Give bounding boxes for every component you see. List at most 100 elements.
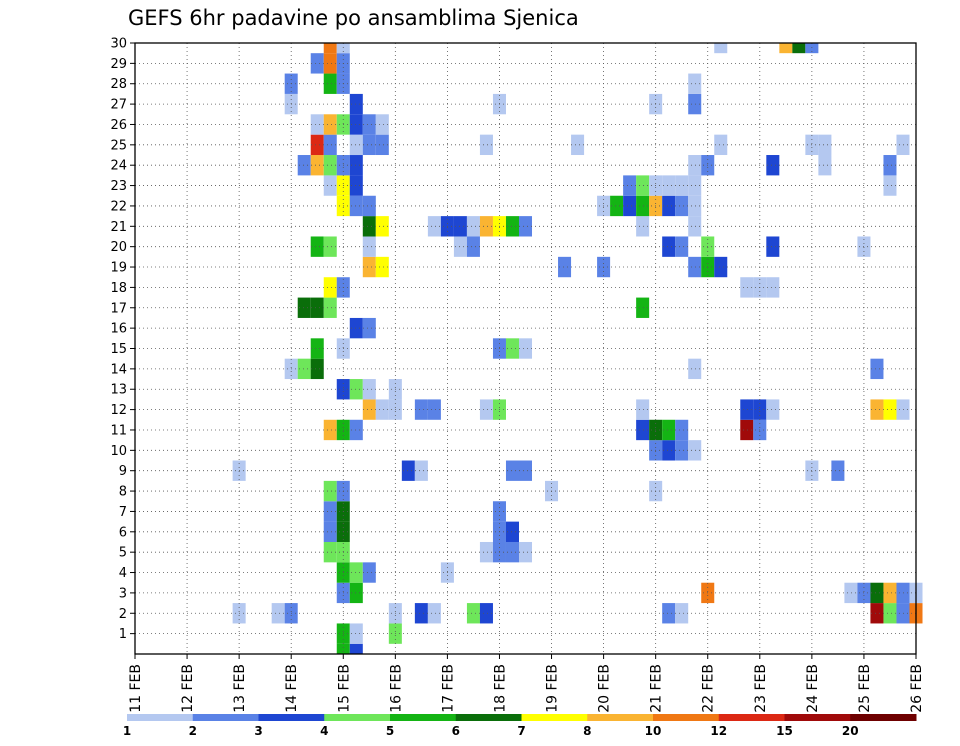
- heatmap-cell: [505, 541, 519, 563]
- y-tick-label: 17: [110, 301, 127, 316]
- heatmap-cell: [479, 603, 493, 624]
- heatmap-cell: [844, 582, 858, 604]
- heatmap-cell: [362, 134, 376, 156]
- heatmap-cell: [349, 643, 363, 654]
- heatmap-cell: [362, 562, 376, 583]
- heatmap-cells: [232, 43, 923, 654]
- heatmap-cell: [870, 399, 884, 420]
- heatmap-cell: [518, 460, 533, 481]
- y-tick-label: 6: [119, 525, 127, 540]
- heatmap-cell: [740, 277, 754, 298]
- heatmap-cell: [323, 236, 337, 257]
- heatmap-cell: [271, 603, 285, 624]
- colorbar-label: 10: [645, 724, 662, 738]
- heatmap-cell: [323, 501, 337, 522]
- colorbar-label: 7: [517, 724, 525, 738]
- heatmap-cell: [870, 582, 884, 604]
- colorbar-swatch: [587, 714, 654, 721]
- heatmap-cell: [558, 256, 572, 278]
- y-tick-label: 2: [119, 607, 127, 622]
- heatmap-cell: [636, 175, 650, 196]
- heatmap-cell: [479, 399, 493, 420]
- colorbar-swatch: [653, 714, 720, 721]
- heatmap-cell: [414, 399, 428, 420]
- x-tick-label: 23 FEB: [753, 664, 769, 713]
- heatmap-cell: [297, 155, 311, 176]
- heatmap-cell: [688, 440, 702, 461]
- heatmap-cell: [375, 216, 389, 237]
- heatmap-cell: [323, 541, 337, 563]
- heatmap-cell: [349, 582, 363, 604]
- heatmap-cell: [883, 399, 897, 420]
- heatmap-cell: [675, 236, 689, 257]
- heatmap-cell: [766, 155, 780, 176]
- heatmap-cell: [479, 541, 493, 563]
- heatmap-cell: [818, 134, 832, 156]
- heatmap-cell: [453, 236, 467, 257]
- heatmap-cell: [623, 175, 637, 196]
- heatmap-cell: [323, 114, 337, 135]
- heatmap-cell: [675, 440, 689, 461]
- x-tick-label: 25 FEB: [857, 664, 873, 713]
- y-tick-label: 16: [110, 322, 127, 337]
- heatmap-cell: [323, 73, 337, 94]
- heatmap-cell: [310, 358, 324, 380]
- colorbar-label: 4: [320, 724, 328, 738]
- y-tick-label: 29: [110, 57, 127, 72]
- heatmap-cell: [896, 134, 910, 156]
- colorbar: 1 2 3 4 5 6 7 8 10 12 15 20: [123, 714, 917, 738]
- colorbar-swatch: [192, 714, 259, 721]
- y-tick-label: 12: [110, 403, 127, 418]
- heatmap-cell: [349, 175, 363, 196]
- y-tick-label: 26: [110, 118, 127, 133]
- heatmap-cell: [310, 134, 324, 156]
- y-tick-label: 23: [110, 179, 127, 194]
- heatmap-cell: [310, 338, 324, 359]
- heatmap-cell: [688, 358, 702, 380]
- heatmap-cell: [466, 236, 480, 257]
- heatmap-cell: [896, 582, 910, 604]
- heatmap-cell: [896, 603, 910, 624]
- heatmap-cell: [323, 277, 337, 298]
- heatmap-cell: [349, 562, 363, 583]
- heatmap-cell: [505, 216, 519, 237]
- heatmap-cell: [883, 582, 897, 604]
- heatmap-cell: [349, 419, 363, 441]
- heatmap-cell: [323, 53, 337, 74]
- heatmap-cell: [675, 603, 689, 624]
- colorbar-label: 15: [776, 724, 793, 738]
- heatmap-cell: [675, 175, 689, 196]
- x-tick-label: 20 FEB: [597, 664, 613, 713]
- colorbar-swatch: [127, 714, 194, 721]
- heatmap-cell: [636, 297, 650, 318]
- heatmap-cell: [870, 603, 884, 624]
- y-tick-label: 20: [110, 240, 127, 255]
- colorbar-label: 2: [189, 724, 197, 738]
- x-tick-label: 24 FEB: [805, 664, 821, 713]
- heatmap-cell: [675, 419, 689, 441]
- x-tick-label: 26 FEB: [909, 664, 925, 713]
- heatmap-cell: [323, 175, 337, 196]
- x-tick-label: 17 FEB: [440, 664, 456, 713]
- heatmap-cell: [505, 338, 519, 359]
- heatmap-cell: [414, 460, 428, 481]
- heatmap-cell: [323, 521, 337, 542]
- heatmap-cell: [297, 297, 311, 318]
- heatmap-cell: [662, 175, 676, 196]
- heatmap-cell: [479, 216, 493, 237]
- colorbar-swatch: [324, 714, 391, 721]
- x-tick-label: 22 FEB: [701, 664, 717, 713]
- x-tick-label: 13 FEB: [232, 664, 248, 713]
- heatmap-cell: [662, 440, 676, 461]
- heatmap-cell: [323, 297, 337, 318]
- heatmap-cell: [831, 460, 845, 481]
- heatmap-cell: [766, 277, 780, 298]
- heatmap-cell: [714, 134, 728, 156]
- heatmap-cell: [766, 236, 780, 257]
- x-tick-label: 16 FEB: [388, 664, 404, 713]
- y-axis: 1234567891011121314151617181920212223242…: [110, 37, 135, 642]
- y-tick-label: 11: [110, 423, 127, 438]
- heatmap-cell: [714, 43, 728, 54]
